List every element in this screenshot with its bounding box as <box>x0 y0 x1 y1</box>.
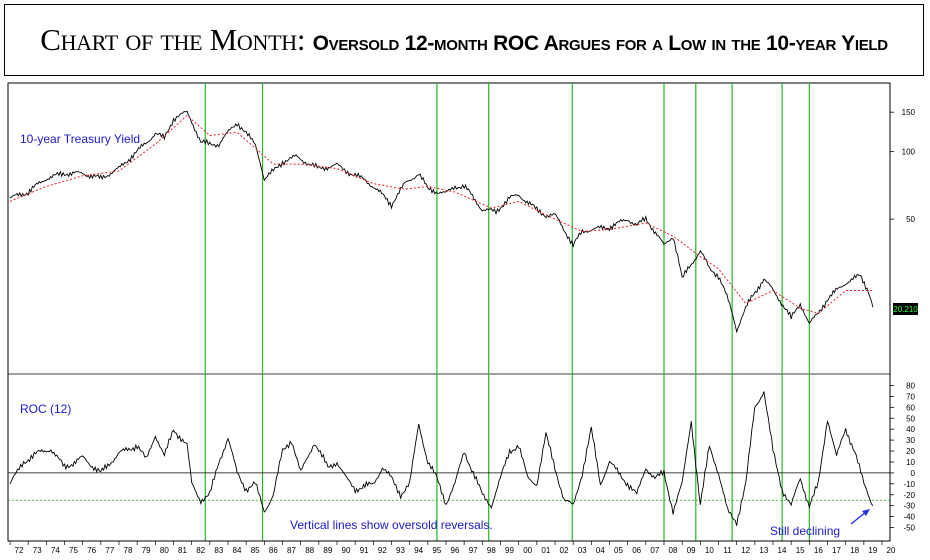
x-tick-label: 88 <box>305 546 314 555</box>
chart-area: 1501005080706050403020100-10-20-30-40-50… <box>7 82 918 555</box>
lower-y-tick-label: 70 <box>906 392 915 401</box>
x-tick-label: 91 <box>360 546 369 555</box>
lower-y-tick-label: 20 <box>906 447 915 456</box>
x-tick-label: 82 <box>196 546 205 555</box>
x-tick-label: 72 <box>15 546 24 555</box>
x-tick-label: 17 <box>832 546 841 555</box>
last-value-label: 20.210 <box>893 305 918 314</box>
lower-y-tick-label: -30 <box>903 502 915 511</box>
x-tick-label: 15 <box>796 546 805 555</box>
x-tick-label: 92 <box>378 546 387 555</box>
yield-line <box>9 110 874 334</box>
x-tick-label: 87 <box>287 546 296 555</box>
x-tick-label: 96 <box>451 546 460 555</box>
lower-y-tick-label: 30 <box>906 436 915 445</box>
lower-y-tick-label: -20 <box>903 491 915 500</box>
x-tick-label: 14 <box>778 546 787 555</box>
x-tick-label: 04 <box>596 546 605 555</box>
lower-y-tick-label: 80 <box>906 381 915 390</box>
x-tick-label: 12 <box>741 546 750 555</box>
x-tick-label: 19 <box>868 546 877 555</box>
lower-panel-label: ROC (12) <box>20 402 71 416</box>
x-tick-label: 78 <box>124 546 133 555</box>
x-tick-label: 77 <box>105 546 114 555</box>
x-tick-label: 83 <box>214 546 223 555</box>
lower-y-tick-label: -40 <box>903 513 915 522</box>
x-tick-label: 10 <box>705 546 714 555</box>
x-tick-label: 20 <box>887 546 896 555</box>
lower-y-tick-label: 60 <box>906 403 915 412</box>
x-tick-label: 03 <box>578 546 587 555</box>
x-tick-label: 73 <box>33 546 42 555</box>
x-tick-label: 89 <box>323 546 332 555</box>
x-tick-label: 06 <box>632 546 641 555</box>
axes: 1501005080706050403020100-10-20-30-40-50… <box>8 108 916 555</box>
x-tick-label: 85 <box>251 546 260 555</box>
upper-y-tick-label: 50 <box>906 215 915 224</box>
lower-y-tick-label: 50 <box>906 414 915 423</box>
still-declining-label: Still declining <box>770 524 840 538</box>
x-tick-label: 98 <box>487 546 496 555</box>
upper-panel <box>9 110 874 334</box>
x-tick-label: 18 <box>850 546 859 555</box>
title-banner: Chart of the Month: Oversold 12-month RO… <box>4 4 924 76</box>
chart-title-main: Chart of the Month: <box>40 22 306 57</box>
lower-y-tick-label: 10 <box>906 458 915 467</box>
still-declining-arrowhead <box>862 509 870 516</box>
x-tick-label: 95 <box>432 546 441 555</box>
x-tick-label: 93 <box>396 546 405 555</box>
upper-y-tick-label: 150 <box>902 108 916 117</box>
x-tick-label: 90 <box>342 546 351 555</box>
roc-line <box>9 391 874 526</box>
lower-y-tick-label: 0 <box>911 469 916 478</box>
x-tick-label: 01 <box>541 546 550 555</box>
plot-frame <box>7 82 891 542</box>
lower-y-tick-label: -10 <box>903 480 915 489</box>
x-tick-label: 07 <box>650 546 659 555</box>
x-tick-label: 76 <box>87 546 96 555</box>
x-tick-label: 84 <box>233 546 242 555</box>
upper-panel-label: 10-year Treasury Yield <box>20 132 140 146</box>
x-tick-label: 02 <box>560 546 569 555</box>
x-tick-label: 75 <box>69 546 78 555</box>
last-value-box <box>893 303 918 315</box>
vertical-lines-annotation: Vertical lines show oversold reversals. <box>290 518 493 532</box>
x-tick-label: 97 <box>469 546 478 555</box>
x-tick-label: 09 <box>687 546 696 555</box>
x-tick-label: 74 <box>51 546 60 555</box>
x-tick-label: 80 <box>160 546 169 555</box>
x-tick-label: 08 <box>669 546 678 555</box>
x-tick-label: 94 <box>414 546 423 555</box>
x-tick-label: 86 <box>269 546 278 555</box>
lower-y-tick-label: 40 <box>906 425 915 434</box>
chart-subtitle: Oversold 12-month ROC Argues for a Low i… <box>312 32 889 55</box>
still-declining-arrow <box>850 511 867 525</box>
lower-y-tick-label: -50 <box>903 524 915 533</box>
x-tick-label: 00 <box>523 546 532 555</box>
x-tick-label: 16 <box>814 546 823 555</box>
yield-moving-average-line <box>9 114 873 314</box>
upper-y-tick-label: 100 <box>902 148 916 157</box>
lower-panel <box>8 391 890 526</box>
chart-title: Chart of the Month: Oversold 12-month RO… <box>40 22 888 58</box>
x-tick-label: 05 <box>614 546 623 555</box>
x-tick-label: 13 <box>759 546 768 555</box>
x-tick-label: 79 <box>142 546 151 555</box>
x-tick-label: 99 <box>505 546 514 555</box>
x-tick-label: 11 <box>723 546 732 555</box>
x-tick-label: 81 <box>178 546 187 555</box>
